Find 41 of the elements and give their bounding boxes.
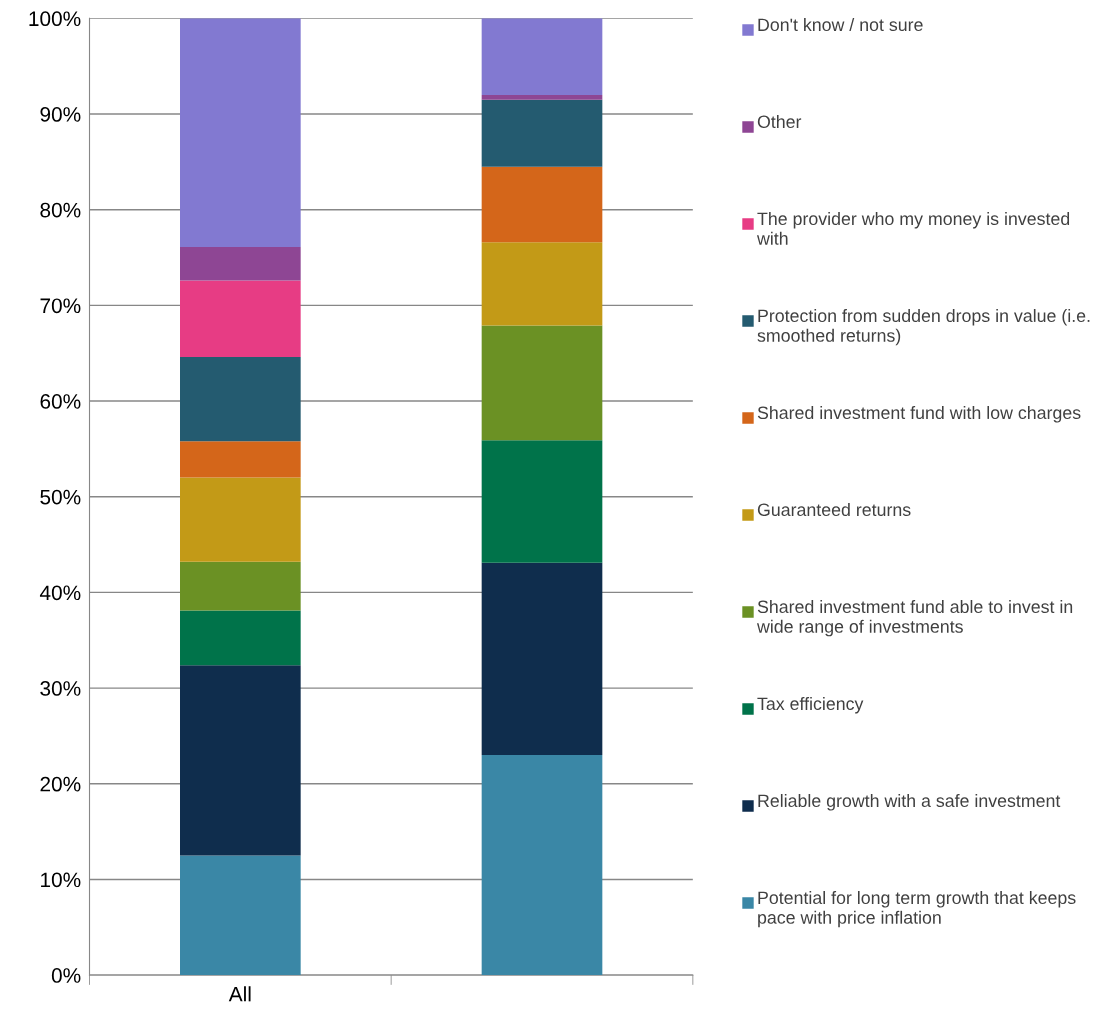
- bar: [481, 562, 603, 756]
- legend-label: Tax efficiency: [757, 697, 864, 714]
- legend-label: Reliable growth with a safe investment: [758, 794, 1061, 811]
- bar: [481, 325, 603, 441]
- bar: [180, 610, 301, 666]
- legend-label: Protection from sudden drops in value (i.e. smoothed returns): [757, 309, 1090, 346]
- bar: [180, 247, 301, 281]
- bar: [180, 665, 301, 856]
- bar: [481, 440, 603, 563]
- legend-label: Guaranteed returns: [757, 503, 911, 517]
- y-tick-label: 40%: [39, 585, 81, 601]
- y-tick-label: 90%: [40, 107, 81, 122]
- bar: [180, 18, 301, 248]
- y-tick-label: 60%: [40, 394, 81, 409]
- y-tick-label: 100%: [29, 11, 81, 27]
- legend-label: Shared investment fund able to invest in wide range of investments: [756, 600, 1073, 637]
- bar: [180, 477, 301, 562]
- legend-label: Don't know / not sure: [758, 18, 923, 32]
- y-tick-label: 0%: [51, 968, 81, 983]
- bar: [481, 94, 603, 100]
- bar: [481, 242, 603, 326]
- y-tick-label: 20%: [40, 776, 81, 792]
- bar: [180, 855, 301, 976]
- bar: [180, 441, 301, 478]
- legend-label: The provider who my money is invested with: [756, 212, 1070, 245]
- bar: [180, 357, 301, 442]
- legend-label: Other: [757, 115, 802, 129]
- x-tick-label: All: [228, 986, 251, 1002]
- y-tick-label: 50%: [40, 489, 81, 505]
- y-tick-label: 70%: [40, 298, 81, 314]
- bar: [180, 280, 301, 358]
- y-tick-label: 80%: [40, 202, 81, 218]
- bar: [481, 166, 603, 243]
- y-tick-label: 10%: [41, 872, 81, 888]
- legend-label: Potential for long term growth that keeps pace with price inflation: [758, 891, 1076, 928]
- bar: [180, 561, 301, 611]
- bar: [481, 755, 603, 976]
- legend-label: Shared investment fund with low charges: [757, 406, 1081, 423]
- bar: [481, 18, 603, 95]
- bar: [481, 99, 603, 167]
- y-tick-label: 30%: [40, 681, 81, 696]
